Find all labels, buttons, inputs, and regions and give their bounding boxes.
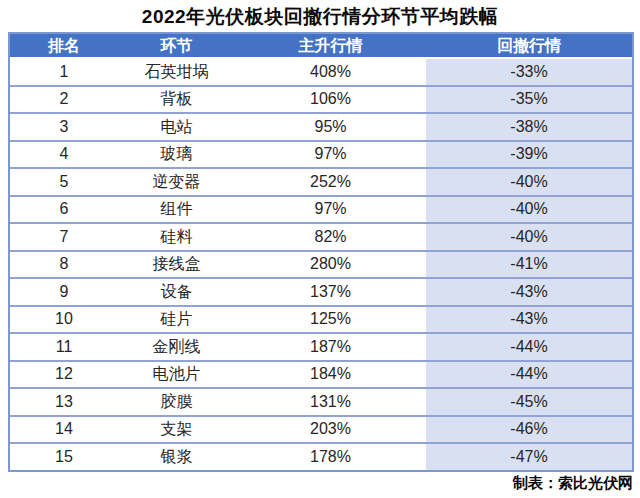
table-cell-segment: 银浆 [118, 444, 235, 470]
table-row: 6组件97%-40% [10, 197, 632, 225]
table-cell-rally: 178% [235, 444, 426, 470]
table-cell-rank: 9 [10, 279, 118, 305]
table-cell-segment: 金刚线 [118, 334, 235, 360]
table-cell-rank: 10 [10, 307, 118, 333]
table-row: 9设备137%-43% [10, 279, 632, 307]
table-body: 1石英坩埚408%-33%2背板106%-35%3电站95%-38%4玻璃97%… [10, 59, 632, 470]
table-cell-segment: 接线盒 [118, 252, 235, 278]
table-cell-drawdown: -47% [426, 444, 632, 470]
table-cell-segment: 设备 [118, 279, 235, 305]
table-cell-segment: 电池片 [118, 362, 235, 388]
table-cell-rally: 408% [235, 59, 426, 85]
table-cell-rank: 5 [10, 169, 118, 195]
table-row: 5逆变器252%-40% [10, 169, 632, 197]
table-cell-rank: 12 [10, 362, 118, 388]
table-row: 2背板106%-35% [10, 87, 632, 115]
table-cell-rally: 95% [235, 114, 426, 140]
column-header-drawdown: 回撤行情 [426, 34, 632, 57]
table-cell-rally: 97% [235, 197, 426, 223]
table-cell-rank: 2 [10, 87, 118, 113]
data-table: 排名 环节 主升行情 回撤行情 1石英坩埚408%-33%2背板106%-35%… [8, 32, 634, 472]
table-cell-segment: 玻璃 [118, 142, 235, 168]
table-row: 1石英坩埚408%-33% [10, 59, 632, 87]
table-cell-drawdown: -45% [426, 389, 632, 415]
table-cell-drawdown: -44% [426, 362, 632, 388]
column-header-segment: 环节 [118, 34, 235, 57]
table-header-row: 排名 环节 主升行情 回撤行情 [10, 34, 632, 59]
table-cell-rally: 280% [235, 252, 426, 278]
column-header-rank: 排名 [10, 34, 118, 57]
table-row: 14支架203%-46% [10, 417, 632, 445]
table-cell-rank: 8 [10, 252, 118, 278]
table-cell-rally: 184% [235, 362, 426, 388]
table-row: 4玻璃97%-39% [10, 142, 632, 170]
table-cell-rank: 1 [10, 59, 118, 85]
table-cell-rank: 13 [10, 389, 118, 415]
table-cell-rank: 4 [10, 142, 118, 168]
table-cell-rally: 125% [235, 307, 426, 333]
table-row: 15银浆178%-47% [10, 444, 632, 470]
table-cell-rally: 252% [235, 169, 426, 195]
table-cell-rally: 131% [235, 389, 426, 415]
table-cell-drawdown: -40% [426, 224, 632, 250]
page: 2022年光伏板块回撤行情分环节平均跌幅 排名 环节 主升行情 回撤行情 1石英… [0, 0, 640, 498]
table-cell-drawdown: -40% [426, 169, 632, 195]
table-cell-segment: 背板 [118, 87, 235, 113]
table-cell-drawdown: -43% [426, 307, 632, 333]
table-cell-rank: 15 [10, 444, 118, 470]
table-cell-segment: 硅料 [118, 224, 235, 250]
table-cell-segment: 胶膜 [118, 389, 235, 415]
table-cell-segment: 电站 [118, 114, 235, 140]
table-cell-rally: 97% [235, 142, 426, 168]
table-cell-segment: 组件 [118, 197, 235, 223]
table-row: 7硅料82%-40% [10, 224, 632, 252]
table-cell-rank: 11 [10, 334, 118, 360]
table-cell-rally: 82% [235, 224, 426, 250]
table-cell-rank: 14 [10, 417, 118, 443]
table-cell-drawdown: -35% [426, 87, 632, 113]
page-title: 2022年光伏板块回撤行情分环节平均跌幅 [0, 4, 640, 30]
table-cell-rank: 7 [10, 224, 118, 250]
table-cell-rally: 187% [235, 334, 426, 360]
table-cell-rally: 106% [235, 87, 426, 113]
column-header-rally: 主升行情 [235, 34, 426, 57]
table-row: 11金刚线187%-44% [10, 334, 632, 362]
table-row: 12电池片184%-44% [10, 362, 632, 390]
table-cell-segment: 硅片 [118, 307, 235, 333]
table-cell-rank: 3 [10, 114, 118, 140]
table-cell-segment: 支架 [118, 417, 235, 443]
table-cell-drawdown: -46% [426, 417, 632, 443]
table-cell-drawdown: -41% [426, 252, 632, 278]
table-cell-segment: 逆变器 [118, 169, 235, 195]
table-row: 3电站95%-38% [10, 114, 632, 142]
table-cell-rank: 6 [10, 197, 118, 223]
table-cell-drawdown: -33% [426, 59, 632, 85]
table-row: 8接线盒280%-41% [10, 252, 632, 280]
source-credit: 制表：索比光伏网 [513, 474, 633, 493]
table-cell-drawdown: -39% [426, 142, 632, 168]
table-cell-drawdown: -40% [426, 197, 632, 223]
table-cell-rally: 137% [235, 279, 426, 305]
table-cell-drawdown: -38% [426, 114, 632, 140]
table-cell-drawdown: -44% [426, 334, 632, 360]
table-cell-segment: 石英坩埚 [118, 59, 235, 85]
table-cell-drawdown: -43% [426, 279, 632, 305]
table-row: 13胶膜131%-45% [10, 389, 632, 417]
table-cell-rally: 203% [235, 417, 426, 443]
table-row: 10硅片125%-43% [10, 307, 632, 335]
